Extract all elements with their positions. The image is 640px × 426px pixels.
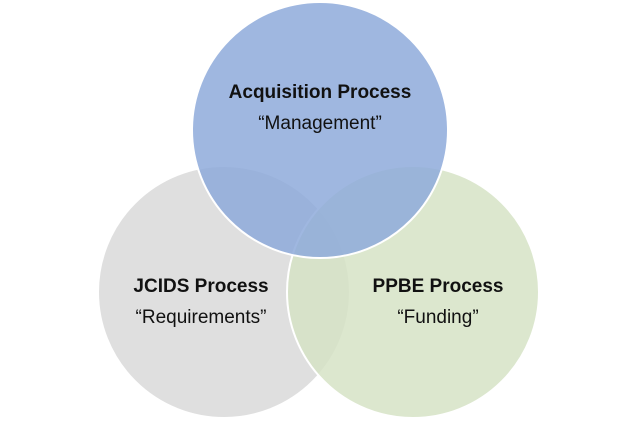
acquisition-label: Acquisition Process “Management” bbox=[200, 82, 440, 136]
acquisition-title: Acquisition Process bbox=[228, 82, 412, 103]
ppbe-title: PPBE Process bbox=[372, 276, 504, 297]
jcids-label: JCIDS Process “Requirements” bbox=[81, 276, 321, 330]
jcids-subtitle: “Requirements” bbox=[135, 306, 267, 328]
ppbe-label: PPBE Process “Funding” bbox=[318, 276, 558, 330]
circle-acquisition bbox=[191, 1, 449, 259]
jcids-title: JCIDS Process bbox=[133, 276, 269, 297]
ppbe-subtitle: “Funding” bbox=[397, 306, 479, 328]
acquisition-subtitle: “Management” bbox=[258, 112, 382, 134]
